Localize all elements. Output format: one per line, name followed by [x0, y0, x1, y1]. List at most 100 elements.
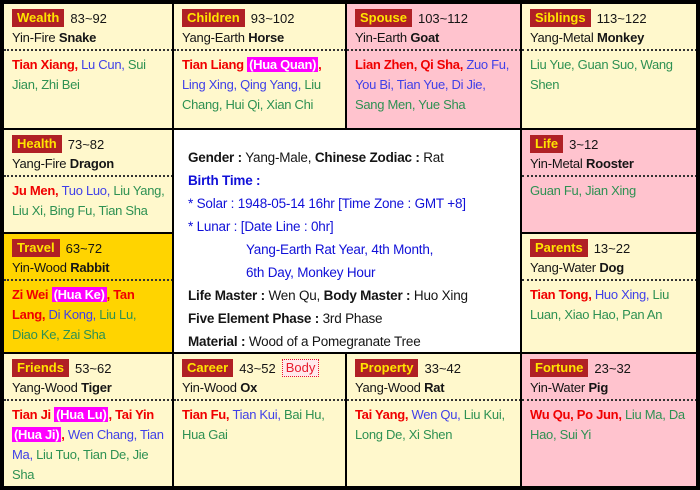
heavenly-stem: Yin-Water — [530, 380, 586, 395]
star-separator: , — [34, 77, 42, 92]
stem-branch: Yang-Earth Horse — [182, 30, 338, 45]
masters-line: Life Master : Wen Qu, Body Master : Huo … — [188, 284, 512, 307]
palace-cell-fortune: Fortune 23~32 Yin-Water Pig Wu Qu, Po Ju… — [522, 354, 696, 486]
star-list: Zi Wei (Hua Ke), Tan Lang, Di Kong, Liu … — [12, 285, 165, 345]
heavenly-stem: Yang-Water — [530, 260, 596, 275]
stem-branch: Yang-Water Dog — [530, 260, 689, 275]
star-tian-tong: Tian Tong — [530, 287, 589, 302]
stem-branch: Yang-Wood Tiger — [12, 380, 165, 395]
star-separator: , — [615, 307, 623, 322]
star-tai-yang: Tai Yang — [355, 407, 405, 422]
dotted-divider — [522, 279, 696, 281]
star-zuo-fu: Zuo Fu — [466, 57, 506, 72]
star-separator: , — [297, 77, 305, 92]
palace-header: Career 43~52 Body — [182, 359, 338, 377]
earthly-branch: Tiger — [81, 380, 112, 395]
star-list: Guan Fu, Jian Xing — [530, 181, 689, 201]
star-huo-xing: Huo Xing — [594, 287, 646, 302]
star-zi-wei: Zi Wei (Hua Ke) — [12, 287, 107, 302]
star-separator: , — [132, 307, 137, 322]
star-separator: , — [74, 57, 82, 72]
star-liu-xi: Liu Xi — [12, 203, 43, 218]
palace-header: Friends 53~62 — [12, 359, 165, 377]
star-sui-yi: Sui Yi — [559, 427, 592, 442]
star-lu-cun: Lu Cun — [81, 57, 122, 72]
palace-label: Wealth — [12, 9, 65, 27]
star-tian-ma: Tian Ma — [12, 427, 164, 462]
star-tan-lang: Tan Lang — [12, 287, 135, 322]
palace-label: Children — [182, 9, 245, 27]
palace-header: Spouse 103~112 — [355, 9, 513, 27]
star-liu-chang: Liu Chang — [182, 77, 321, 112]
palace-label: Spouse — [355, 9, 412, 27]
star-tian-xiang: Tian Xiang — [12, 57, 75, 72]
heavenly-stem: Yin-Earth — [355, 30, 407, 45]
star-separator: , — [390, 77, 397, 92]
earthly-branch: Monkey — [596, 30, 645, 45]
palace-header: Life 3~12 — [530, 135, 689, 153]
star-separator: , — [108, 407, 116, 422]
heavenly-stem: Yin-Metal — [530, 156, 583, 171]
star-jian-xing: Jian Xing — [585, 183, 636, 198]
star-separator: , — [457, 407, 464, 422]
star-wen-chang: Wen Chang — [67, 427, 134, 442]
age-range: 43~52 — [239, 360, 276, 376]
age-range: 33~42 — [424, 360, 461, 376]
lunar-detail-line-1: Yang-Earth Rat Year, 4th Month, — [246, 242, 434, 257]
star-separator: , — [225, 407, 233, 422]
stem-branch: Yin-Metal Rooster — [530, 156, 689, 171]
star-tian-liang: Tian Liang (Hua Quan) — [182, 57, 319, 72]
star-separator: , — [633, 57, 641, 72]
hua-transformation-badge: (Hua Quan) — [247, 57, 319, 72]
palace-cell-career: Career 43~52 Body Yin-Wood Ox Tian Fu, T… — [174, 354, 345, 486]
star-bing-fu: Bing Fu — [49, 203, 93, 218]
birth-time-label: Birth Time : — [188, 173, 261, 188]
star-tian-kui: Tian Kui — [232, 407, 278, 422]
star-xian-chi: Xian Chi — [266, 97, 314, 112]
star-tai-yin: Tai Yin (Hua Ji) — [12, 407, 154, 442]
dotted-divider — [4, 175, 172, 177]
star-separator: , — [259, 97, 267, 112]
zodiac-label: Chinese Zodiac : — [314, 150, 420, 165]
star-separator: , — [404, 407, 412, 422]
heavenly-stem: Yang-Fire — [12, 156, 67, 171]
body-master-label: Body Master : — [323, 288, 411, 303]
star-separator: , — [571, 57, 578, 72]
star-diao-ke: Diao Ke — [12, 327, 57, 342]
star-sang-men: Sang Men — [355, 97, 412, 112]
star-separator: , — [570, 407, 577, 422]
star-separator: , — [459, 57, 467, 72]
earthly-branch: Dog — [599, 260, 625, 275]
stem-branch: Yin-Water Pig — [530, 380, 689, 395]
palace-header: Fortune 23~32 — [530, 359, 689, 377]
star-separator: , — [106, 287, 114, 302]
dotted-divider — [347, 399, 520, 401]
age-range: 3~12 — [569, 136, 599, 152]
palace-cell-travel: Travel 63~72 Yin-Wood Rabbit Zi Wei (Hua… — [4, 234, 172, 352]
star-liu-lu: Liu Lu — [99, 307, 133, 322]
stem-branch: Yang-Fire Dragon — [12, 156, 165, 171]
star-separator: , — [92, 307, 100, 322]
dotted-divider — [174, 49, 345, 51]
star-separator: , — [413, 57, 421, 72]
earthly-branch: Dragon — [69, 156, 115, 171]
star-lian-zhen: Lian Zhen — [355, 57, 414, 72]
age-range: 23~32 — [594, 360, 631, 376]
palace-header: Health 73~82 — [12, 135, 165, 153]
star-zhi-bei: Zhi Bei — [41, 77, 80, 92]
gender-value: Yang-Male, — [245, 150, 312, 165]
star-separator: , — [277, 407, 284, 422]
star-list: Lian Zhen, Qi Sha, Zuo Fu, You Bi, Tian … — [355, 55, 513, 115]
star-list: Tian Tong, Huo Xing, Liu Luan, Xiao Hao,… — [530, 285, 689, 325]
palace-cell-life: Life 3~12 Yin-Metal Rooster Guan Fu, Jia… — [522, 130, 696, 232]
earthly-branch: Ox — [240, 380, 258, 395]
earthly-branch: Rooster — [586, 156, 634, 171]
star-guan-fu: Guan Fu — [530, 183, 579, 198]
palace-label: Parents — [530, 239, 588, 257]
solar-birth-line: * Solar : 1948-05-14 16hr [Time Zone : G… — [188, 196, 466, 211]
age-range: 83~92 — [70, 10, 107, 26]
palace-cell-health: Health 73~82 Yang-Fire Dragon Ju Men, Tu… — [4, 130, 172, 232]
life-master-label: Life Master : — [188, 288, 265, 303]
star-tian-ji: Tian Ji (Hua Lu) — [12, 407, 109, 422]
birth-info-panel: Gender : Yang-Male, Chinese Zodiac : Rat… — [174, 130, 520, 352]
